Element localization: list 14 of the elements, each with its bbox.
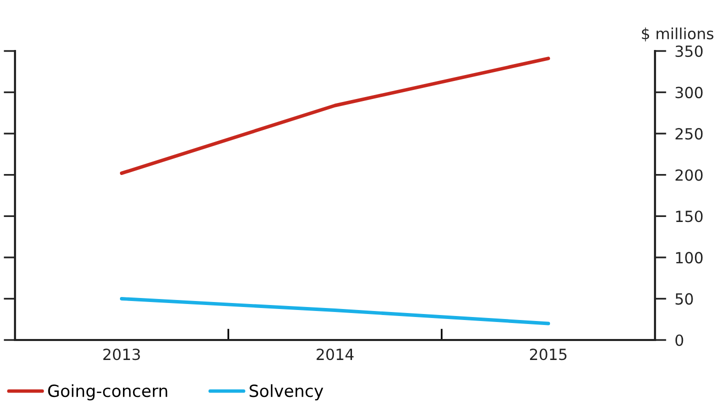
x-tick-label: 2015 [530,348,566,360]
legend-label: Going-concern [48,384,168,400]
y-axis-title: $ millions [642,28,714,42]
y-tick-label: 50 [676,293,693,305]
legend-label: Solvency [250,384,324,400]
y-tick-label: 200 [676,169,703,181]
y-tick-label: 250 [676,128,703,140]
y-tick-label: 150 [676,210,703,222]
x-tick-label: 2013 [103,348,140,360]
x-tick-label: 2014 [316,348,354,360]
y-tick-label: 100 [676,252,703,264]
y-tick-label: 350 [676,45,703,58]
y-tick-label: 0 [675,334,684,346]
y-tick-label: 300 [676,86,703,98]
